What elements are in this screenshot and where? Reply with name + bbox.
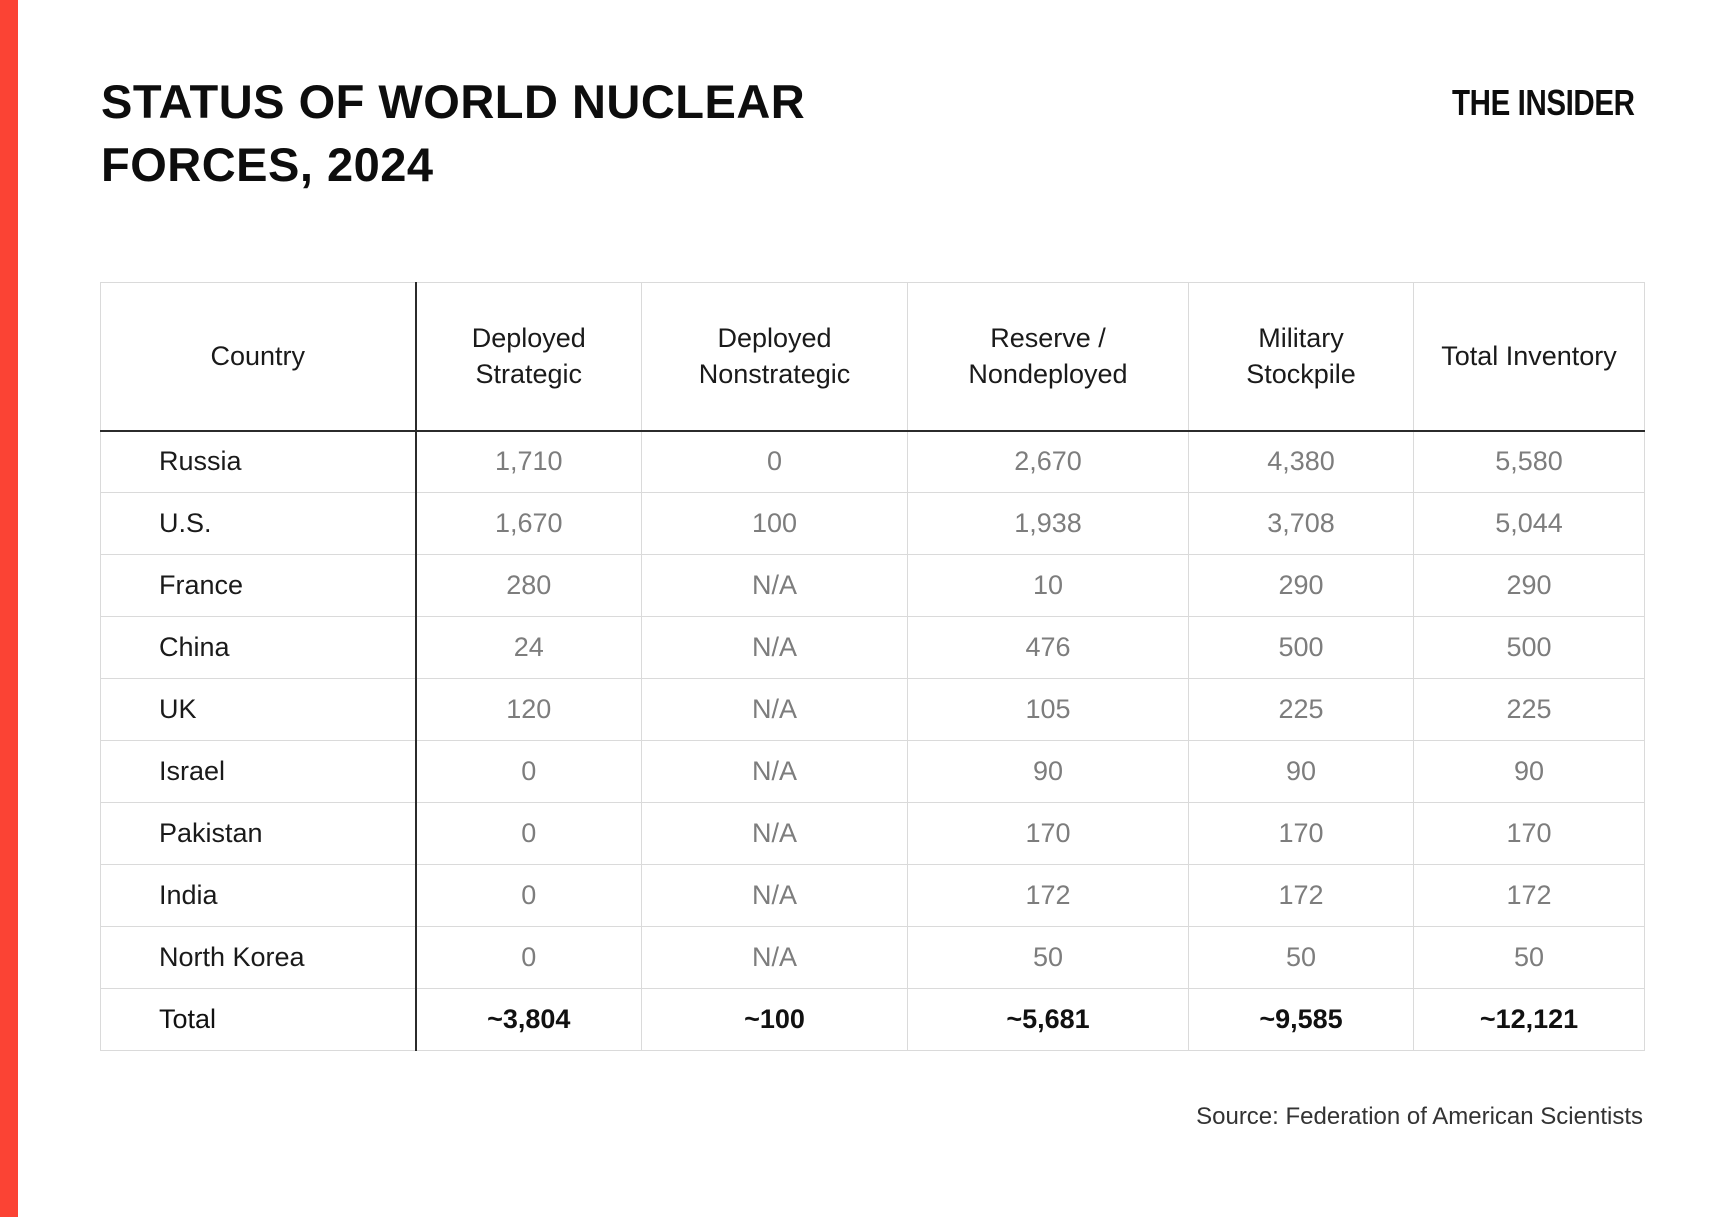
value-cell: N/A (641, 926, 908, 989)
country-cell: U.S. (100, 492, 417, 555)
value-cell: ~100 (641, 988, 908, 1051)
value-cell: 100 (641, 492, 908, 555)
value-cell: 290 (1413, 554, 1645, 617)
table-row: Pakistan 0 N/A 170 170 170 (100, 802, 1645, 865)
value-cell: 172 (1188, 864, 1414, 927)
value-cell: N/A (641, 554, 908, 617)
value-cell: 170 (907, 802, 1189, 865)
column-header: Military Stockpile (1188, 282, 1414, 432)
page-title-line2: FORCES, 2024 (101, 138, 434, 191)
value-cell: 4,380 (1188, 430, 1414, 493)
value-cell: 0 (415, 864, 642, 927)
table-row: China 24 N/A 476 500 500 (100, 616, 1645, 679)
country-cell: Total (100, 988, 417, 1051)
country-cell: India (100, 864, 417, 927)
value-cell: 172 (1413, 864, 1645, 927)
column-header: Reserve / Nondeployed (907, 282, 1189, 432)
value-cell: 0 (415, 802, 642, 865)
value-cell: 5,044 (1413, 492, 1645, 555)
country-cell: North Korea (100, 926, 417, 989)
value-cell: 1,938 (907, 492, 1189, 555)
value-cell: N/A (641, 616, 908, 679)
header-row: Country Deployed Strategic Deployed Nonstr… (100, 282, 1645, 432)
column-header: Deployed Nonstrategic (641, 282, 908, 432)
value-cell: 120 (415, 678, 642, 741)
country-cell: Pakistan (100, 802, 417, 865)
value-cell: 105 (907, 678, 1189, 741)
table-row: India 0 N/A 172 172 172 (100, 864, 1645, 927)
value-cell: ~5,681 (907, 988, 1189, 1051)
value-cell: 2,670 (907, 430, 1189, 493)
column-header-country: Country (100, 282, 417, 432)
value-cell: 90 (907, 740, 1189, 803)
value-cell: 50 (1188, 926, 1414, 989)
value-cell: ~3,804 (415, 988, 642, 1051)
country-cell: France (100, 554, 417, 617)
value-cell: 170 (1413, 802, 1645, 865)
column-header: Deployed Strategic (415, 282, 642, 432)
country-cell: Israel (100, 740, 417, 803)
value-cell: 476 (907, 616, 1189, 679)
value-cell: 172 (907, 864, 1189, 927)
country-cell: UK (100, 678, 417, 741)
table-row: UK 120 N/A 105 225 225 (100, 678, 1645, 741)
country-cell: China (100, 616, 417, 679)
page-title: STATUS OF WORLD NUCLEAR FORCES, 2024 (101, 70, 805, 196)
value-cell: 50 (907, 926, 1189, 989)
value-cell: 290 (1188, 554, 1414, 617)
table-row: France 280 N/A 10 290 290 (100, 554, 1645, 617)
table-row: North Korea 0 N/A 50 50 50 (100, 926, 1645, 989)
value-cell: 500 (1188, 616, 1414, 679)
value-cell: 225 (1413, 678, 1645, 741)
value-cell: 500 (1413, 616, 1645, 679)
value-cell: 0 (641, 430, 908, 493)
value-cell: 10 (907, 554, 1189, 617)
value-cell: 90 (1188, 740, 1414, 803)
value-cell: 1,710 (415, 430, 642, 493)
country-cell: Russia (100, 430, 417, 493)
value-cell: 1,670 (415, 492, 642, 555)
value-cell: 3,708 (1188, 492, 1414, 555)
value-cell: 225 (1188, 678, 1414, 741)
table-row: Russia 1,710 0 2,670 4,380 5,580 (100, 430, 1645, 493)
nuclear-forces-table: Country Deployed Strategic Deployed Nonstr… (100, 282, 1645, 1051)
red-accent-bar (0, 0, 18, 1217)
nuclear-forces-table-wrap: Country Deployed Strategic Deployed Nonstr… (100, 282, 1645, 1051)
value-cell: N/A (641, 678, 908, 741)
page-title-line1: STATUS OF WORLD NUCLEAR (101, 75, 806, 128)
value-cell: N/A (641, 802, 908, 865)
value-cell: 0 (415, 740, 642, 803)
value-cell: 170 (1188, 802, 1414, 865)
value-cell: 24 (415, 616, 642, 679)
publisher-logo: THE INSIDER (1452, 82, 1636, 123)
value-cell: 5,580 (1413, 430, 1645, 493)
value-cell: 280 (415, 554, 642, 617)
value-cell: N/A (641, 740, 908, 803)
value-cell: ~9,585 (1188, 988, 1414, 1051)
value-cell: 50 (1413, 926, 1645, 989)
value-cell: ~12,121 (1413, 988, 1645, 1051)
value-cell: 0 (415, 926, 642, 989)
table-body: Russia 1,710 0 2,670 4,380 5,580 U.S. 1,670 100 1… (100, 430, 1645, 989)
source-attribution: Source: Federation of American Scientist… (1196, 1103, 1643, 1130)
column-header: Total Inventory (1413, 282, 1645, 432)
table-row: U.S. 1,670 100 1,938 3,708 5,044 (100, 492, 1645, 555)
value-cell: N/A (641, 864, 908, 927)
value-cell: 90 (1413, 740, 1645, 803)
table-row: Israel 0 N/A 90 90 90 (100, 740, 1645, 803)
total-row: Total ~3,804 ~100 ~5,681 ~9,585 ~12,121 (100, 988, 1645, 1051)
